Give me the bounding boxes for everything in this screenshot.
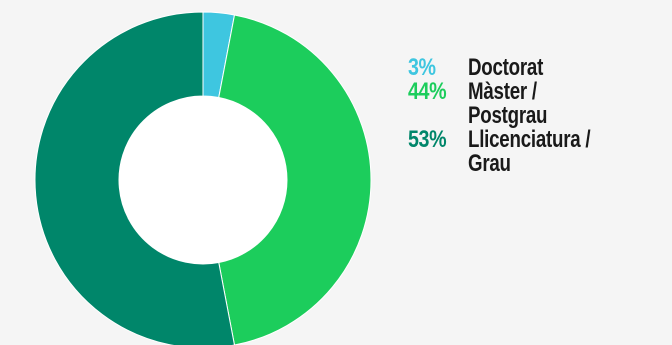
legend-label-master: Màster / Postgrau	[468, 78, 548, 129]
legend-percent-llicenciatura: 53%	[408, 126, 447, 153]
donut-hole	[119, 96, 287, 264]
legend-label-llicenciatura: Llicenciatura / Grau	[468, 126, 591, 177]
legend-percent-master: 44%	[408, 78, 447, 105]
legend-item-doctorat: 3% Doctorat	[408, 56, 658, 80]
legend-label-doctorat: Doctorat	[468, 54, 544, 81]
chart-legend: 3% Doctorat 44% Màster / Postgrau 53% Ll…	[408, 56, 658, 176]
legend-item-master: 44% Màster / Postgrau	[408, 80, 658, 128]
legend-percent-doctorat: 3%	[408, 54, 436, 81]
legend-item-llicenciatura: 53% Llicenciatura / Grau	[408, 128, 658, 176]
